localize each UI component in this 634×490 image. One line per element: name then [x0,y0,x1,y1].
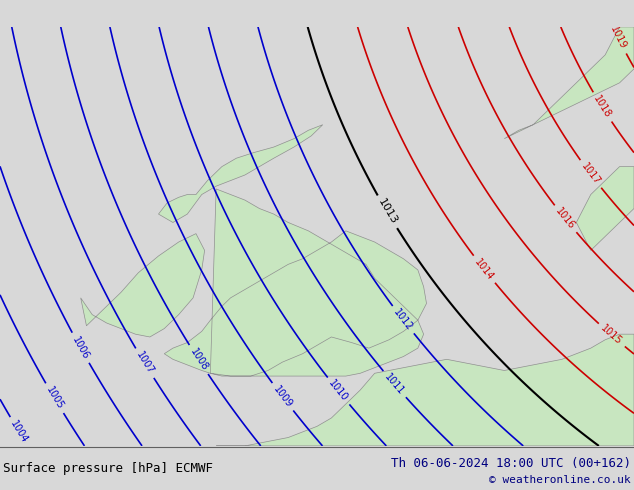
Text: 1018: 1018 [592,94,613,120]
Text: 1010: 1010 [327,378,350,404]
Text: 1004: 1004 [8,419,30,445]
Polygon shape [164,189,427,376]
Text: © weatheronline.co.uk: © weatheronline.co.uk [489,475,631,485]
Text: Th 06-06-2024 18:00 UTC (00+162): Th 06-06-2024 18:00 UTC (00+162) [391,457,631,469]
Text: 1009: 1009 [271,384,294,410]
Polygon shape [216,334,634,446]
Text: 1011: 1011 [383,372,406,397]
Polygon shape [81,234,205,337]
Text: 1014: 1014 [473,257,496,282]
Text: 1008: 1008 [188,346,209,372]
Text: 1019: 1019 [609,25,628,51]
Text: 1012: 1012 [392,307,415,333]
Text: 1007: 1007 [134,350,155,376]
Text: Surface pressure [hPa] ECMWF: Surface pressure [hPa] ECMWF [3,462,213,475]
Text: 1006: 1006 [70,335,91,361]
Polygon shape [504,27,634,139]
Text: 1013: 1013 [376,197,399,226]
Text: 1016: 1016 [553,206,577,232]
Polygon shape [158,125,323,222]
Text: 1015: 1015 [599,323,624,347]
Polygon shape [576,167,634,250]
Text: 1017: 1017 [579,161,602,187]
Text: 1005: 1005 [44,385,65,412]
